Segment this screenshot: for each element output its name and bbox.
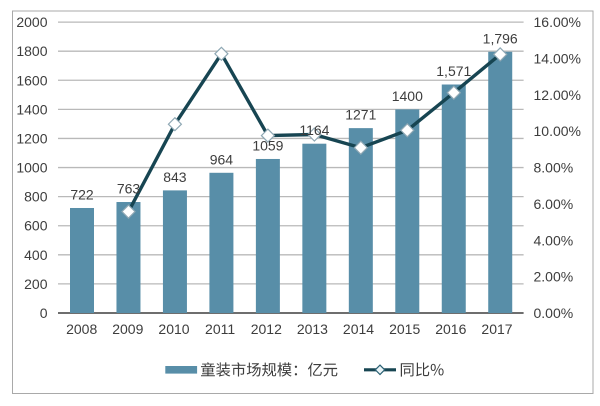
svg-text:8.00%: 8.00%: [534, 160, 574, 176]
svg-text:400: 400: [24, 247, 48, 263]
svg-text:1000: 1000: [16, 160, 47, 176]
svg-text:2.00%: 2.00%: [534, 269, 574, 285]
svg-text:1400: 1400: [16, 101, 47, 117]
svg-text:1,571: 1,571: [436, 63, 471, 79]
svg-text:763: 763: [117, 181, 141, 197]
svg-text:800: 800: [24, 189, 48, 205]
svg-text:722: 722: [70, 187, 94, 203]
svg-text:4.00%: 4.00%: [534, 232, 574, 248]
svg-text:2015: 2015: [389, 321, 420, 337]
svg-text:2012: 2012: [251, 321, 282, 337]
svg-text:16.00%: 16.00%: [534, 14, 581, 30]
svg-text:1400: 1400: [392, 88, 423, 104]
svg-text:2017: 2017: [481, 321, 512, 337]
svg-text:0: 0: [40, 305, 48, 321]
svg-text:2013: 2013: [297, 321, 328, 337]
svg-text:2000: 2000: [16, 14, 47, 30]
svg-text:600: 600: [24, 218, 48, 234]
svg-text:12.00%: 12.00%: [534, 87, 581, 103]
svg-text:2008: 2008: [66, 321, 97, 337]
svg-text:2011: 2011: [205, 321, 235, 337]
svg-text:1600: 1600: [16, 72, 47, 88]
svg-text:10.00%: 10.00%: [534, 123, 581, 139]
svg-text:1164: 1164: [299, 122, 329, 138]
svg-text:0.00%: 0.00%: [534, 305, 574, 321]
svg-text:200: 200: [24, 276, 48, 292]
svg-text:1271: 1271: [345, 107, 376, 123]
svg-text:964: 964: [210, 151, 234, 167]
svg-text:2009: 2009: [112, 321, 143, 337]
svg-text:1800: 1800: [16, 43, 47, 59]
svg-text:2016: 2016: [435, 321, 466, 337]
svg-text:2014: 2014: [343, 321, 374, 337]
svg-text:1200: 1200: [16, 131, 47, 147]
svg-text:6.00%: 6.00%: [534, 196, 574, 212]
svg-text:14.00%: 14.00%: [534, 51, 581, 67]
svg-text:1,796: 1,796: [483, 30, 518, 46]
svg-text:2010: 2010: [158, 321, 189, 337]
svg-text:1059: 1059: [252, 138, 283, 154]
svg-text:843: 843: [163, 169, 187, 185]
